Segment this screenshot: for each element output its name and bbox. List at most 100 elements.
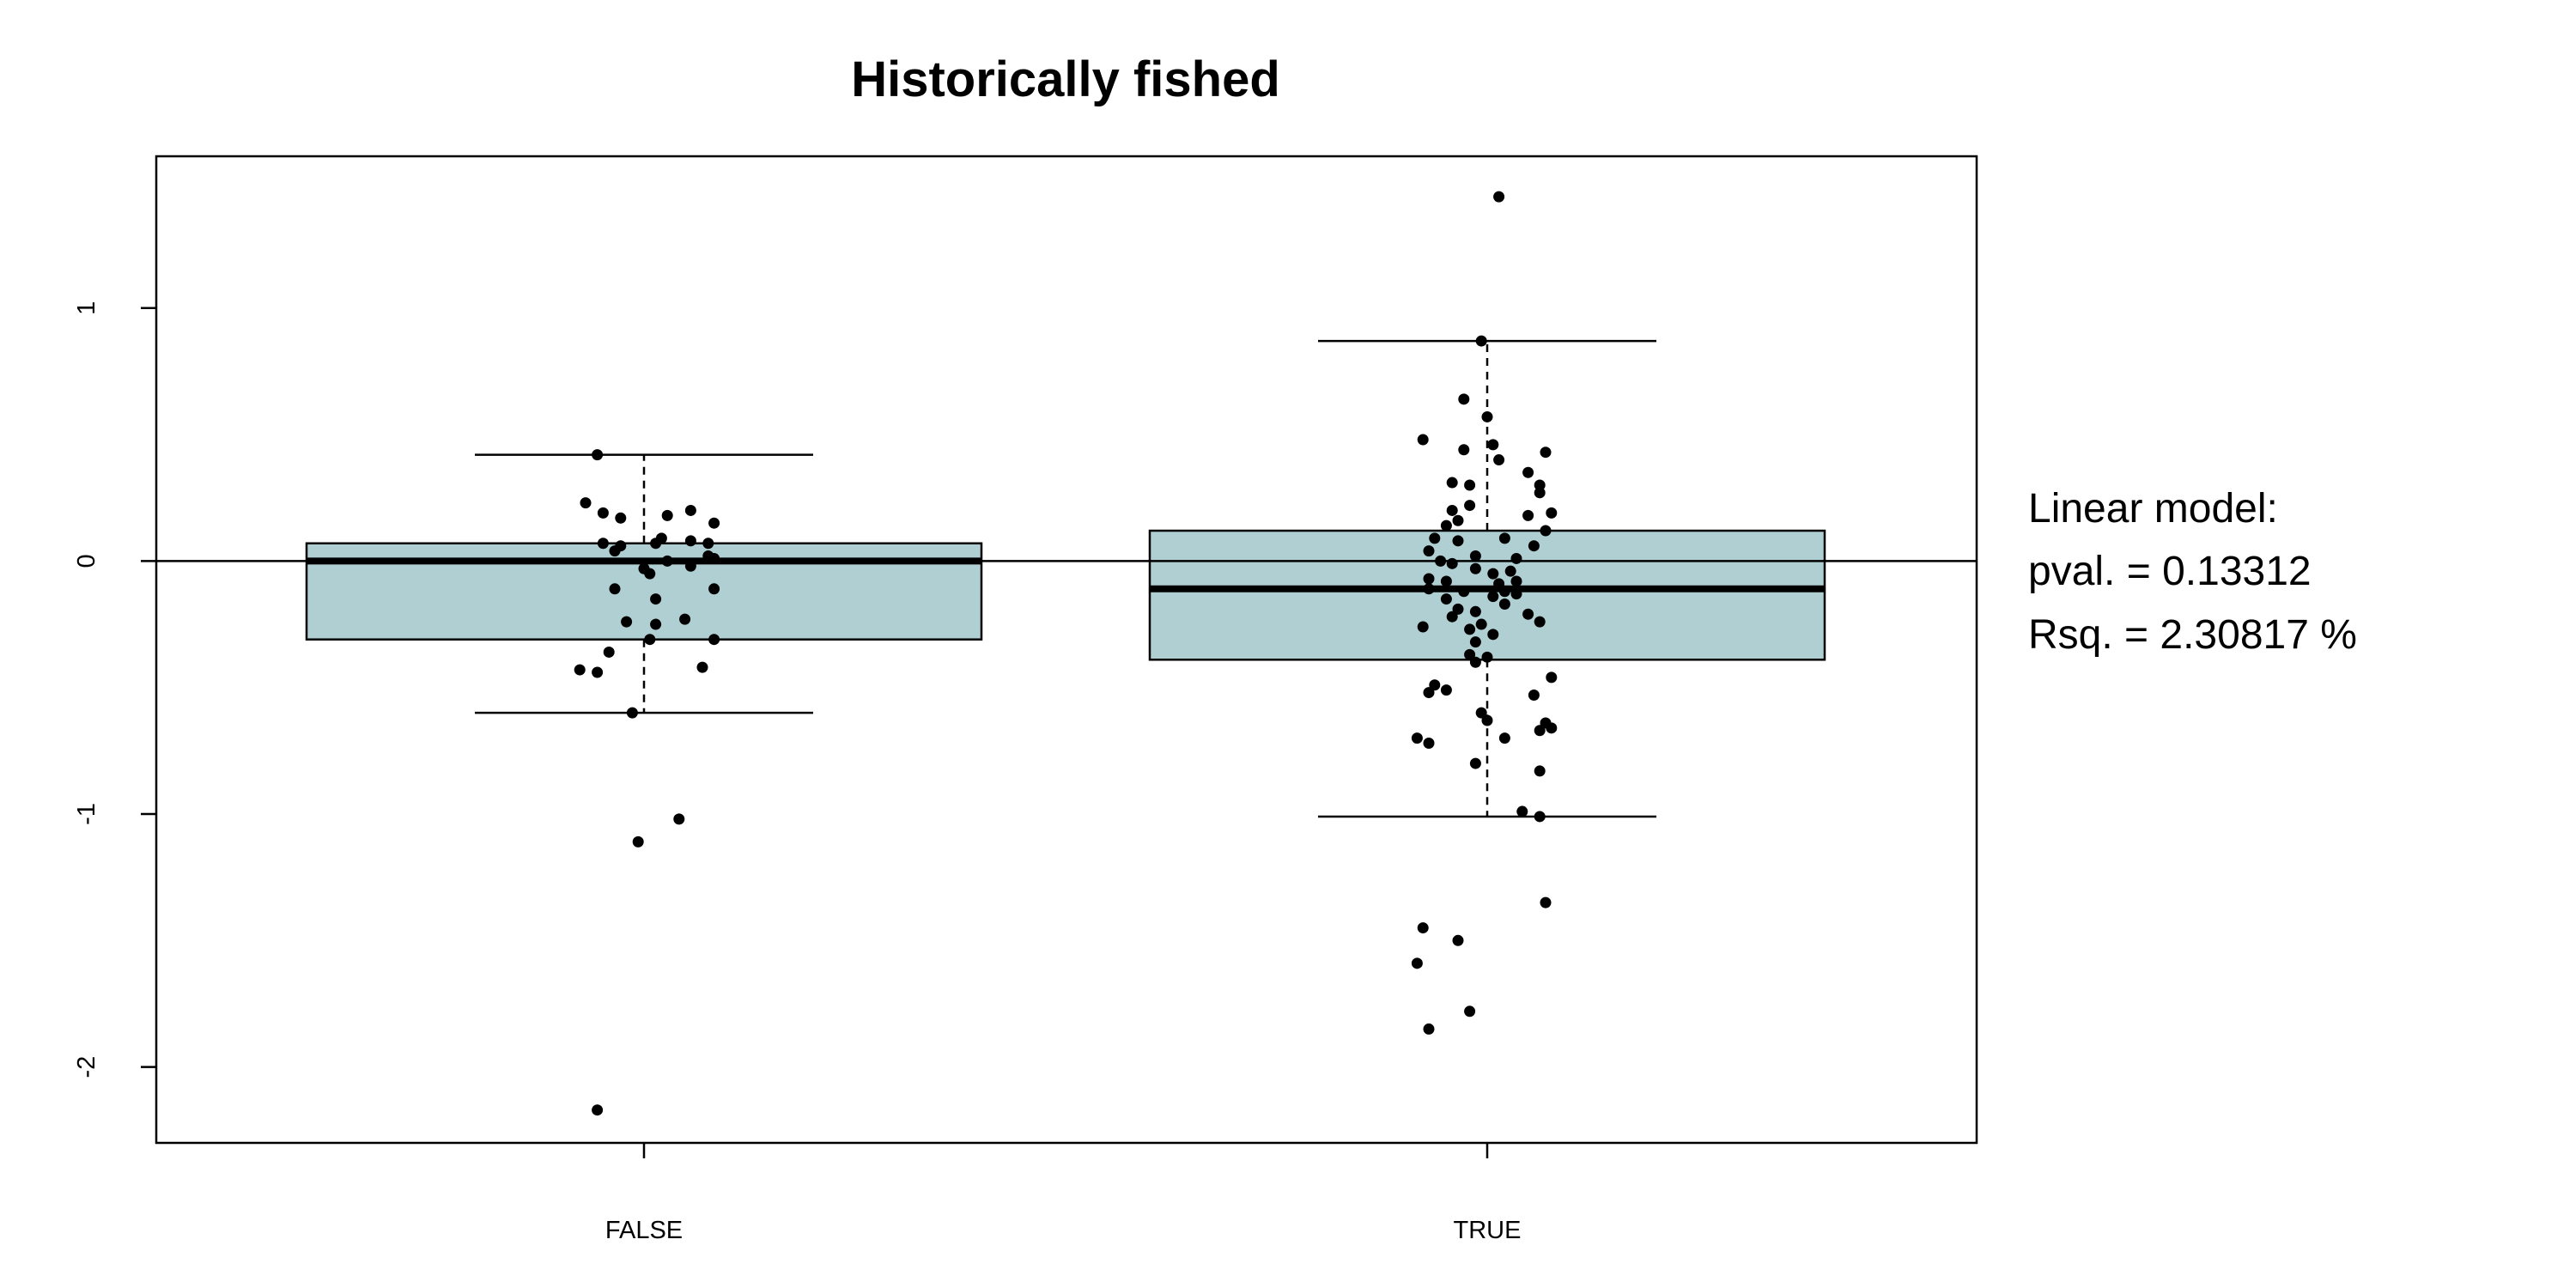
data-point [1452,535,1464,547]
data-point [1534,616,1546,628]
data-point [1464,623,1476,635]
data-point [1452,603,1464,615]
data-point [603,646,615,658]
data-point [1440,684,1452,696]
axes: 1 0 -1 -2 FALSE TRUE [73,155,1978,1244]
data-point [1510,552,1522,564]
data-point [1481,714,1493,726]
data-point [661,555,673,567]
data-point [1469,636,1481,648]
data-point [1481,410,1493,422]
data-point [1446,557,1458,569]
data-point [1534,725,1546,737]
data-point [708,583,720,595]
data-point [1464,479,1476,491]
data-point [1452,514,1464,526]
data-point [1540,447,1552,459]
plot-area [156,191,1977,1116]
data-point [609,583,621,595]
data-point [696,661,708,673]
data-point [1411,732,1423,744]
y-tick-label: 0 [73,554,100,568]
data-point [1510,575,1522,587]
data-points [574,191,1558,1116]
data-point [1534,765,1546,777]
data-point [592,449,604,461]
data-point [615,512,627,524]
data-point [1435,555,1447,567]
data-point [1469,757,1481,769]
data-point [1464,648,1476,660]
data-point [684,504,696,516]
data-point [1493,454,1505,466]
y-tick-label: -2 [73,1056,100,1078]
data-point [1475,707,1487,719]
data-point [1498,532,1510,544]
data-point [1504,565,1516,577]
data-point [1458,444,1470,456]
data-point [684,560,696,572]
x-tick-label: TRUE [1454,1217,1522,1244]
data-point [1498,598,1510,610]
data-point [1440,519,1452,532]
box-true [1148,339,1826,818]
data-point [1522,608,1534,620]
data-point [1498,586,1510,598]
data-point [1458,586,1470,598]
data-point [1469,656,1481,668]
data-point [673,813,685,825]
data-point [1423,545,1435,557]
data-point [1446,477,1458,489]
data-point [1440,593,1452,605]
annotation-line-rsq: Rsq. = 2.30817 % [2028,612,2357,658]
data-point [597,507,609,519]
data-point [1423,583,1435,595]
data-point [592,666,604,678]
chart-title: Historically fished [851,52,1280,107]
data-point [1487,568,1499,580]
data-point [1546,671,1558,683]
data-point [626,707,638,719]
box-false [305,453,983,714]
data-point [1469,605,1481,617]
data-point [1481,651,1493,663]
data-point [684,535,696,547]
interquartile-box [1148,529,1826,661]
data-point [644,634,656,646]
data-point [1446,504,1458,516]
data-point [1423,738,1435,750]
data-point [621,616,633,628]
data-point [1417,922,1429,934]
data-point [1493,191,1505,203]
y-tick-label: -1 [73,803,100,825]
x-tick-label: FALSE [605,1217,683,1244]
data-point [702,538,714,550]
data-point [650,593,662,605]
data-point [592,1104,604,1116]
data-point [1440,575,1452,587]
data-point [1528,690,1540,702]
data-point [1522,509,1534,521]
data-point [1446,611,1458,623]
data-point [650,618,662,630]
data-point [1510,588,1522,600]
data-point [574,664,586,676]
data-point [655,532,667,544]
data-point [580,497,592,509]
data-point [1469,550,1481,562]
data-point [1464,1005,1476,1018]
data-point [1522,466,1534,478]
data-point [708,517,720,529]
model-annotation: Linear model: pval. = 0.13312 Rsq. = 2.3… [2028,486,2357,658]
y-tick-label: 1 [73,301,100,315]
data-point [679,613,691,625]
data-point [1546,507,1558,519]
data-point [1498,732,1510,744]
data-point [661,509,673,521]
data-point [1546,722,1558,734]
data-point [1417,434,1429,446]
data-point [1423,687,1435,699]
data-point [1487,439,1499,451]
data-point [644,568,656,580]
